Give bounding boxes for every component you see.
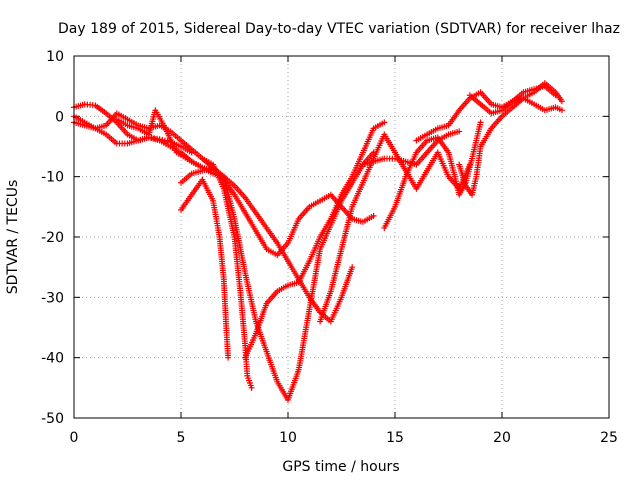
data-point <box>159 136 166 143</box>
data-point <box>381 119 388 126</box>
y-tick-labels: -50 -40 -30 -20 -10 0 10 <box>41 49 64 427</box>
y-tick-label: -30 <box>41 290 64 306</box>
x-axis-label: GPS time / hours <box>282 459 399 475</box>
y-tick-label: -20 <box>41 230 64 246</box>
x-tick-labels: 0 5 10 15 20 25 <box>70 430 618 446</box>
data-point <box>558 98 565 105</box>
x-tick-label: 15 <box>386 430 404 446</box>
x-tick-label: 5 <box>177 430 186 446</box>
x-tick-label: 20 <box>493 430 511 446</box>
series-track-10 <box>359 128 463 168</box>
series-track-8 <box>242 119 388 361</box>
data-point <box>456 128 463 135</box>
y-tick-label: 10 <box>46 49 64 65</box>
series-track-9 <box>317 131 473 325</box>
data-point <box>370 212 377 219</box>
data-point <box>225 354 232 361</box>
data-point <box>156 136 163 143</box>
y-tick-label: -50 <box>41 411 64 427</box>
y-tick-label: -40 <box>41 351 64 367</box>
series-track-5 <box>178 176 232 361</box>
data-marks <box>71 80 565 403</box>
y-tick-label: 0 <box>55 109 64 125</box>
series-track-11 <box>381 119 484 231</box>
data-point <box>349 264 356 271</box>
data-point <box>248 384 255 391</box>
series-track-14 <box>466 92 565 117</box>
plot-frame <box>73 55 610 419</box>
x-tick-label: 0 <box>70 430 79 446</box>
y-axis-label: SDTVAR / TECUs <box>5 180 21 295</box>
data-point <box>164 138 171 145</box>
data-point <box>477 119 484 126</box>
data-point <box>161 137 168 144</box>
y-tick-label: -10 <box>41 170 64 186</box>
chart-title: Day 189 of 2015, Sidereal Day-to-day VTE… <box>58 21 620 37</box>
x-tick-label: 25 <box>600 430 618 446</box>
data-point <box>558 107 565 114</box>
x-tick-label: 10 <box>279 430 297 446</box>
